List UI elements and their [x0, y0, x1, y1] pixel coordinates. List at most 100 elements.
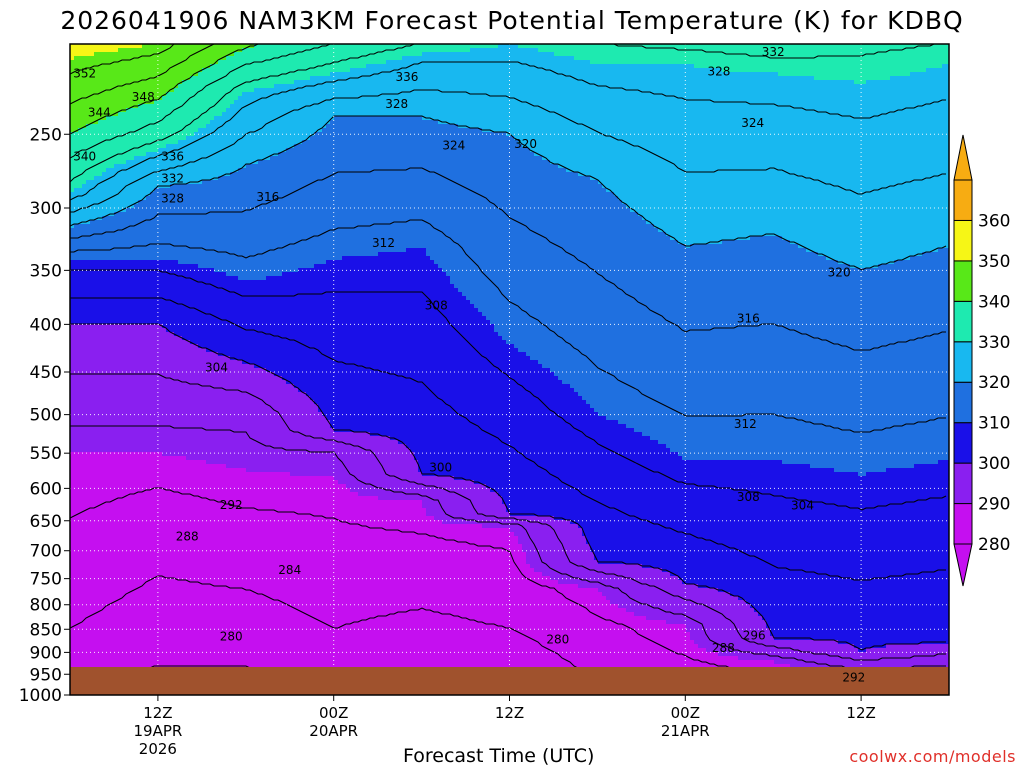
theta-cell	[110, 48, 115, 53]
theta-cell	[166, 132, 171, 137]
theta-cell	[118, 564, 123, 569]
theta-cell	[142, 480, 147, 485]
theta-cell	[78, 524, 83, 529]
theta-cell	[118, 160, 123, 165]
theta-cell	[70, 432, 75, 437]
theta-cell	[182, 372, 187, 377]
theta-cell	[102, 276, 107, 281]
theta-cell	[98, 584, 103, 589]
theta-cell	[114, 396, 119, 401]
theta-cell	[142, 388, 147, 393]
theta-cell	[70, 56, 75, 61]
theta-cell	[186, 148, 191, 153]
theta-cell	[130, 592, 135, 597]
theta-cell	[126, 352, 131, 357]
theta-cell	[90, 664, 95, 669]
theta-cell	[110, 336, 115, 341]
theta-cell	[98, 192, 103, 197]
theta-cell	[174, 468, 179, 473]
theta-cell	[142, 408, 147, 413]
theta-cell	[110, 380, 115, 385]
theta-cell	[178, 592, 183, 597]
theta-cell	[170, 656, 175, 661]
theta-cell	[182, 588, 187, 593]
theta-cell	[130, 528, 135, 533]
theta-cell	[118, 436, 123, 441]
theta-cell	[102, 612, 107, 617]
theta-cell	[94, 224, 99, 229]
theta-cell	[162, 476, 167, 481]
theta-cell	[158, 284, 163, 289]
theta-cell	[134, 520, 139, 525]
theta-cell	[70, 324, 75, 329]
theta-cell	[162, 156, 167, 161]
theta-cell	[142, 464, 147, 469]
theta-cell	[182, 528, 187, 533]
theta-cell	[174, 420, 179, 425]
theta-cell	[90, 540, 95, 545]
theta-cell	[82, 304, 87, 309]
theta-cell	[122, 384, 127, 389]
theta-cell	[134, 280, 139, 285]
theta-cell	[166, 440, 171, 445]
theta-cell	[90, 536, 95, 541]
theta-cell	[118, 520, 123, 525]
theta-cell	[134, 328, 139, 333]
theta-cell	[170, 176, 175, 181]
theta-cell	[190, 432, 195, 437]
theta-cell	[94, 628, 99, 633]
theta-cell	[102, 184, 107, 189]
theta-cell	[94, 212, 99, 217]
theta-cell	[166, 572, 171, 577]
theta-cell	[178, 616, 183, 621]
theta-cell	[154, 504, 159, 509]
theta-cell	[178, 116, 183, 121]
theta-cell	[122, 484, 127, 489]
theta-cell	[174, 364, 179, 369]
theta-cell	[146, 112, 151, 117]
theta-cell	[162, 660, 167, 665]
theta-cell	[74, 368, 79, 373]
theta-cell	[186, 604, 191, 609]
theta-cell	[98, 288, 103, 293]
theta-cell	[110, 312, 115, 317]
theta-cell	[118, 332, 123, 337]
theta-cell	[110, 292, 115, 297]
theta-cell	[98, 104, 103, 109]
theta-cell	[94, 652, 99, 657]
theta-cell	[122, 536, 127, 541]
theta-cell	[78, 532, 83, 537]
theta-cell	[126, 504, 131, 509]
theta-cell	[74, 136, 79, 141]
theta-cell	[142, 336, 147, 341]
theta-cell	[110, 628, 115, 633]
theta-cell	[82, 660, 87, 665]
theta-cell	[126, 664, 131, 669]
theta-cell	[190, 408, 195, 413]
theta-cell	[154, 616, 159, 621]
theta-cell	[182, 116, 187, 121]
theta-cell	[86, 624, 91, 629]
theta-cell	[154, 320, 159, 325]
theta-cell	[86, 116, 91, 121]
theta-cell	[182, 564, 187, 569]
theta-cell	[158, 408, 163, 413]
theta-cell	[90, 228, 95, 233]
theta-cell	[142, 392, 147, 397]
theta-cell	[114, 380, 119, 385]
theta-cell	[118, 292, 123, 297]
theta-cell	[98, 312, 103, 317]
theta-cell	[158, 312, 163, 317]
theta-cell	[106, 328, 111, 333]
theta-cell	[114, 416, 119, 421]
theta-cell	[150, 228, 155, 233]
theta-cell	[126, 360, 131, 365]
theta-cell	[134, 624, 139, 629]
theta-cell	[82, 172, 87, 177]
theta-cell	[126, 100, 131, 105]
theta-cell	[102, 156, 107, 161]
theta-cell	[94, 176, 99, 181]
theta-cell	[130, 228, 135, 233]
theta-cell	[134, 532, 139, 537]
theta-cell	[190, 92, 195, 97]
